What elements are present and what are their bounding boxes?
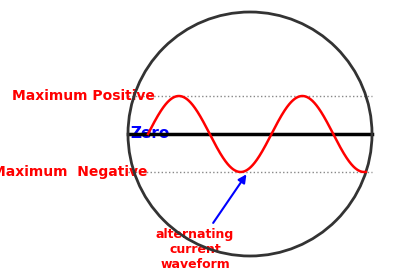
Text: Zero: Zero xyxy=(131,126,170,142)
Text: Maximum Positive: Maximum Positive xyxy=(12,89,155,103)
Text: Maximum  Negative: Maximum Negative xyxy=(0,165,148,179)
Text: alternating
current
waveform: alternating current waveform xyxy=(156,176,245,268)
